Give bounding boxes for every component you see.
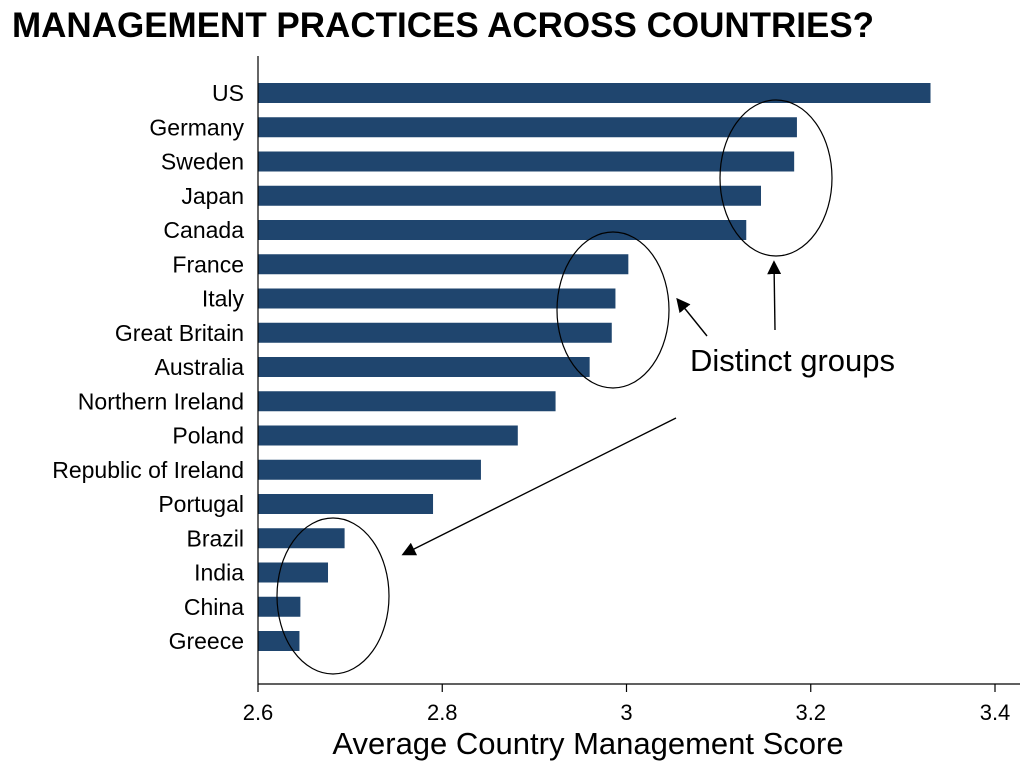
bar-brazil: [258, 528, 345, 549]
category-label: Canada: [163, 217, 244, 243]
x-tick-label: 3: [620, 700, 632, 725]
bar-india: [258, 562, 329, 583]
category-label: Republic of Ireland: [52, 457, 244, 483]
bar-great-britain: [258, 322, 612, 343]
arrow-to-top-group: [767, 260, 782, 331]
arrow-to-middle-group: [676, 297, 708, 337]
bar-sweden: [258, 151, 795, 172]
group-circles: [276, 99, 833, 675]
category-label: France: [172, 251, 244, 277]
category-labels: US Germany Sweden Japan Canada France Italy Gre…: [52, 80, 244, 654]
annotation-arrows: [401, 260, 782, 556]
bar-france: [258, 254, 629, 275]
category-label: US: [212, 80, 244, 106]
bar-italy: [258, 288, 616, 309]
slide-title: MANAGEMENT PRACTICES ACROSS COUNTRIES?: [12, 6, 875, 45]
category-label: India: [194, 560, 244, 586]
category-label: Germany: [149, 114, 244, 140]
x-tick-label: 3.4: [980, 700, 1011, 725]
bar-series: [258, 83, 931, 651]
bar-germany: [258, 117, 797, 138]
category-label: Northern Ireland: [78, 388, 244, 414]
bar-us: [258, 83, 931, 103]
bar-poland: [258, 425, 518, 446]
x-tick-label: 2.8: [427, 700, 458, 725]
distinct-groups-annotation: Distinct groups: [690, 343, 895, 378]
bar-japan: [258, 185, 762, 206]
group-circle-bottom: [276, 517, 390, 675]
category-label: Sweden: [161, 149, 244, 175]
bar-portugal: [258, 494, 434, 514]
x-tick-label: 3.2: [795, 700, 826, 725]
bar-greece: [258, 631, 300, 651]
bar-republic-of-ireland: [258, 459, 481, 480]
x-axis-ticks: 2.6 2.8 3 3.2 3.4: [243, 684, 1011, 725]
category-label: China: [184, 594, 244, 620]
x-tick-label: 2.6: [243, 700, 274, 725]
category-label: Italy: [202, 286, 245, 312]
bar-australia: [258, 357, 590, 377]
category-label: Great Britain: [115, 320, 244, 346]
category-label: Portugal: [158, 491, 244, 517]
category-label: Australia: [155, 354, 245, 380]
bar-northern-ireland: [258, 391, 556, 412]
category-label: Brazil: [186, 525, 244, 551]
category-label: Japan: [181, 183, 244, 209]
category-label: Poland: [172, 423, 244, 449]
bar-china: [258, 596, 301, 617]
category-label: Greece: [169, 628, 244, 654]
bar-canada: [258, 220, 747, 240]
x-axis-label: Average Country Management Score: [332, 726, 843, 761]
group-circle-middle: [556, 231, 670, 389]
arrow-to-bottom-group: [401, 417, 677, 556]
group-circle-top: [719, 99, 833, 257]
